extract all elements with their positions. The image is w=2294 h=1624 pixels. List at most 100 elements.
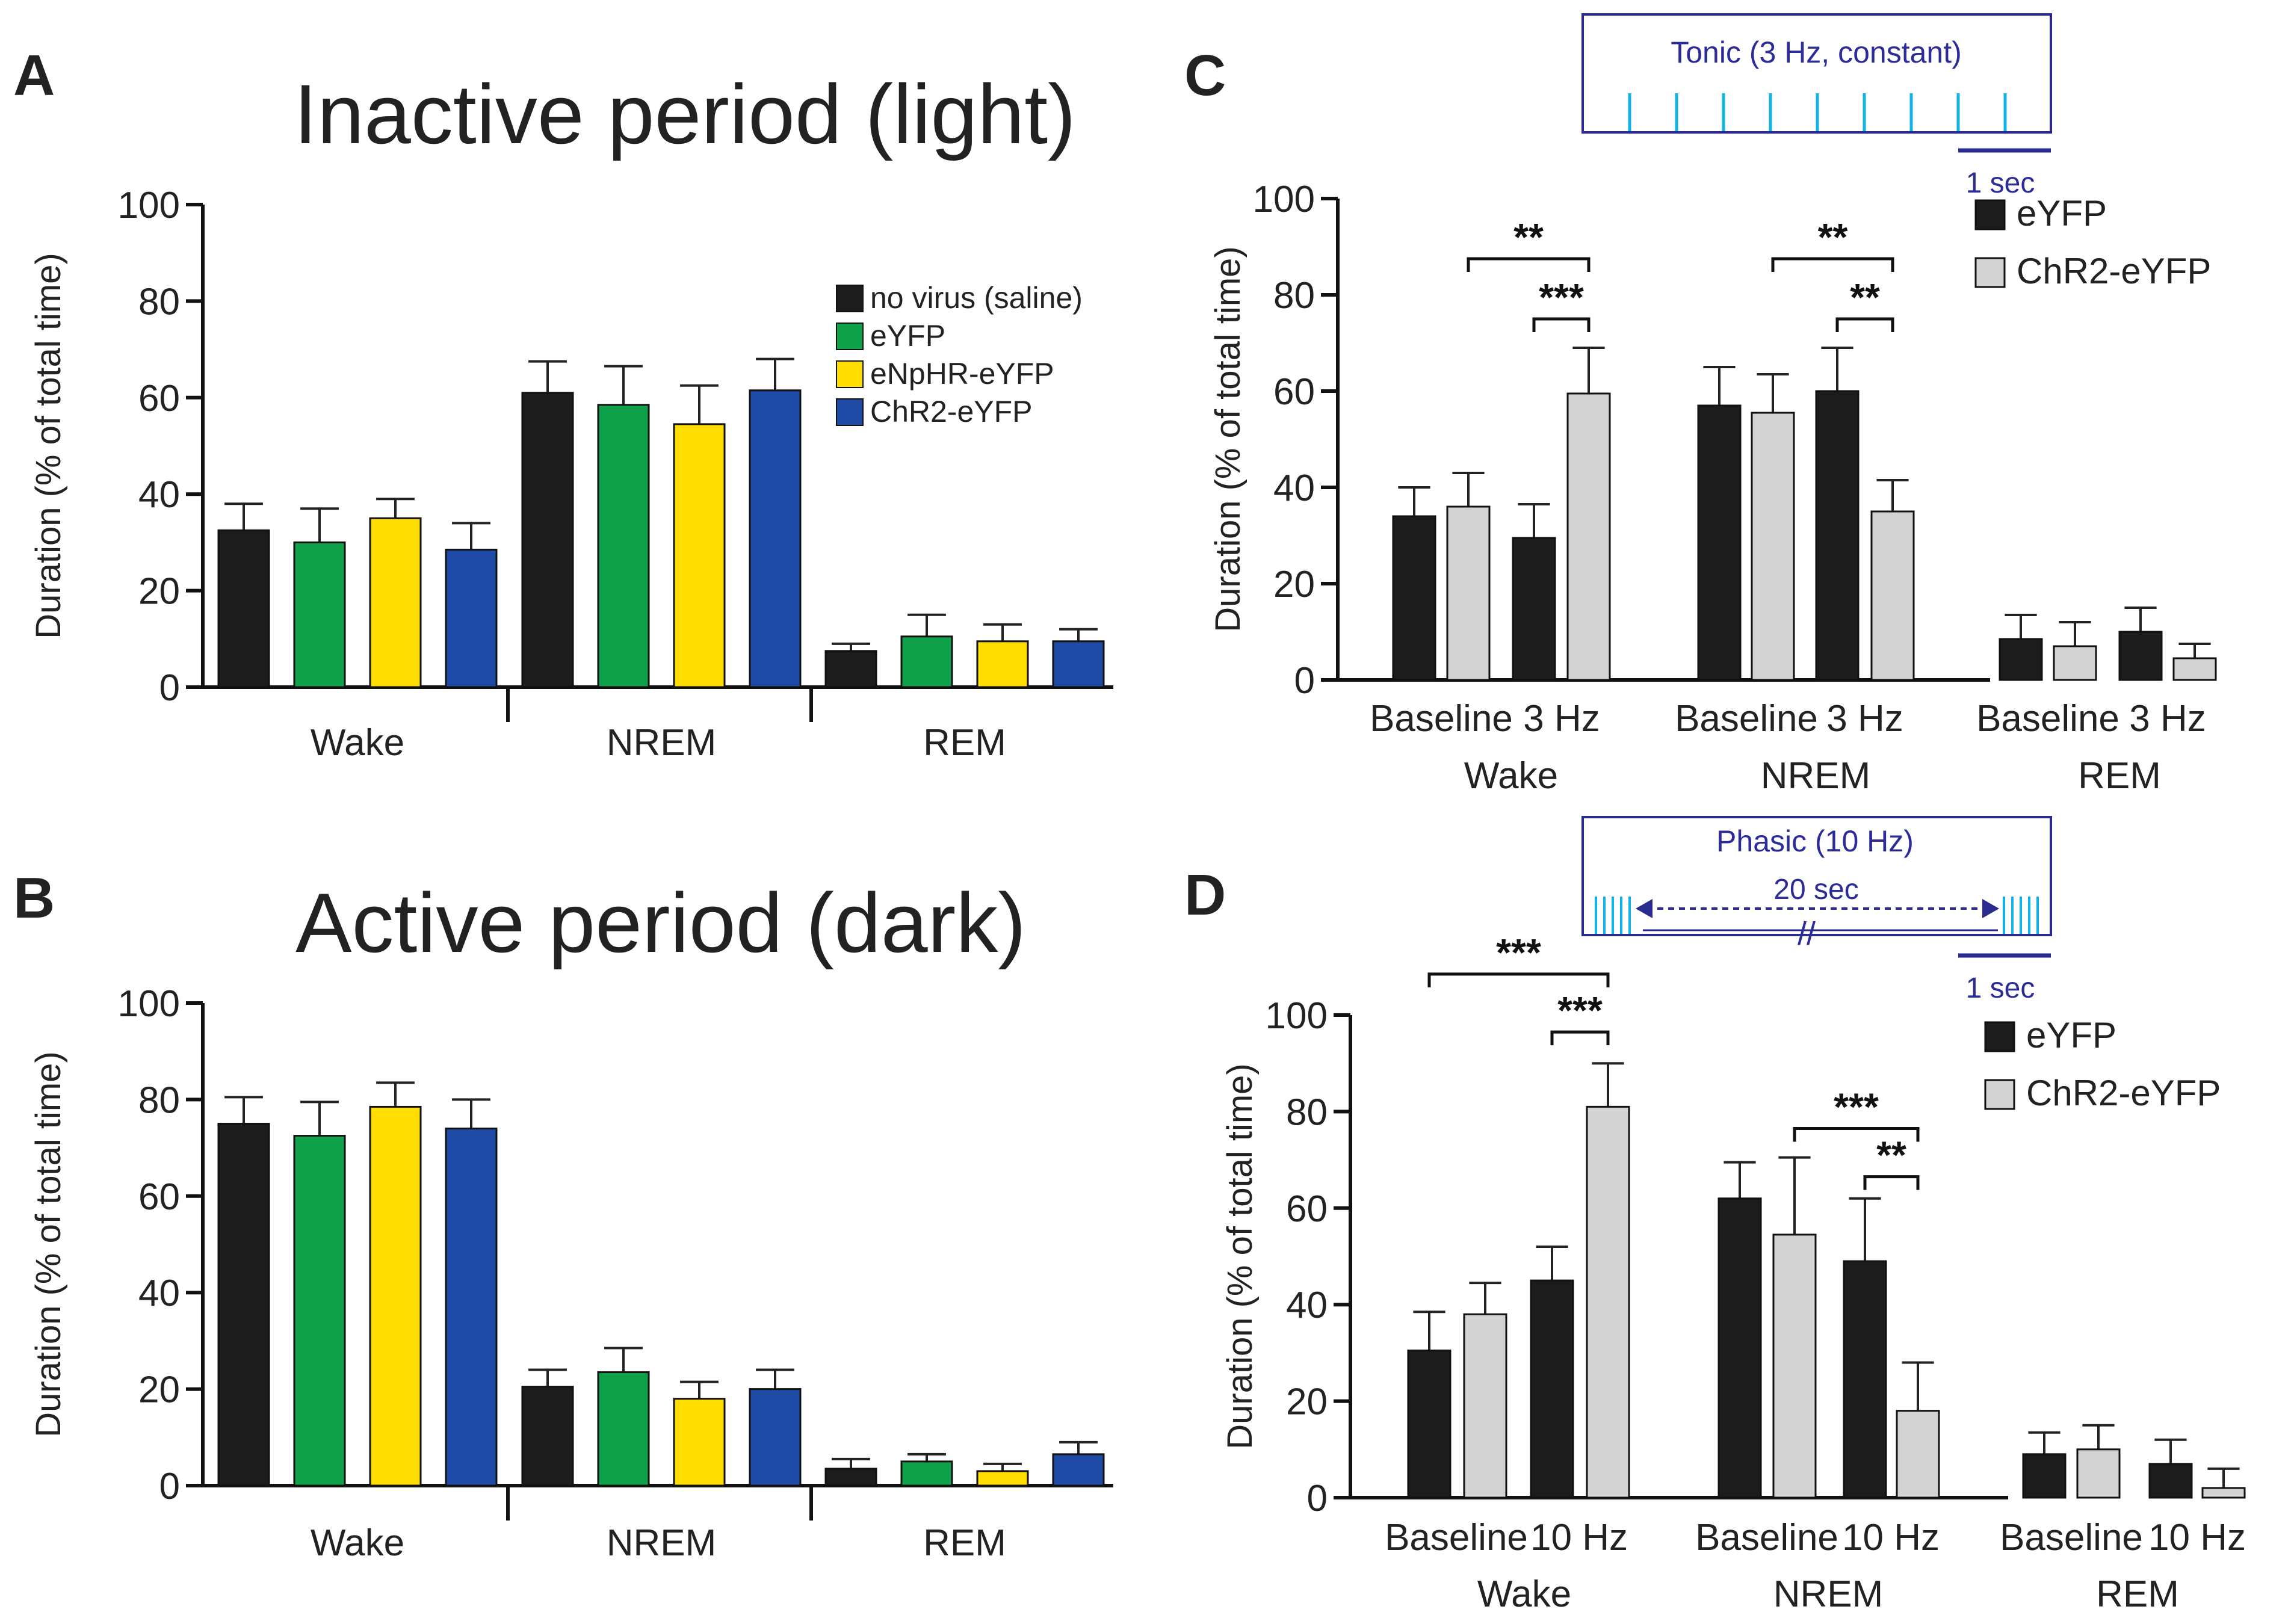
group-label: REM [923, 722, 1006, 764]
group-label: Wake [1477, 1573, 1571, 1615]
bar-rem-2 [976, 1470, 1029, 1487]
y-tick-label: 20 [138, 1369, 180, 1411]
bar-wake-stim-0 [1530, 1279, 1574, 1499]
bracket-line [1532, 317, 1591, 332]
group-label: REM [923, 1522, 1006, 1564]
y-tick-label: 60 [1286, 1188, 1328, 1230]
group-label: NREM [1761, 755, 1871, 797]
tonic-protocol-diagram: Tonic (3 Hz, constant) 1 sec [1581, 13, 2052, 199]
significance-bracket: ** [1863, 1134, 1920, 1190]
legend-label: eYFP [2017, 193, 2107, 233]
group-label: NREM [1773, 1573, 1884, 1615]
y-tick-label: 100 [1266, 995, 1328, 1037]
significance-stars: ** [1818, 215, 1848, 259]
legend-swatch [1974, 257, 2006, 288]
panel-B: 0 20 40 60 80 100 Duration (% of total time) B A… [13, 866, 1113, 1564]
y-tick-label: 20 [1286, 1382, 1328, 1423]
legend-swatch [836, 323, 864, 350]
protocol-title: Tonic (3 Hz, constant) [1671, 36, 1962, 69]
y-tick-label: 100 [118, 983, 180, 1025]
condition-label: 10 Hz [1842, 1517, 1940, 1558]
bar-nrem-baseline-1 [1772, 1233, 1817, 1499]
y-tick-label: 20 [1273, 564, 1315, 605]
y-tick-label: 40 [1286, 1285, 1328, 1326]
condition-label: 10 Hz [2148, 1517, 2246, 1558]
significance-bracket: *** [1427, 931, 1610, 987]
bar-nrem-stim-0 [1843, 1260, 1887, 1499]
bar-wake-stim-1 [1586, 1105, 1630, 1499]
bar-wake-2 [369, 517, 422, 688]
legend-swatch [1984, 1079, 2015, 1110]
significance-stars: *** [1834, 1085, 1879, 1128]
phasic-protocol-diagram: Phasic (10 Hz) 20 sec // 1 sec [1581, 816, 2052, 1004]
bar-wake-0 [217, 1123, 270, 1487]
bar-rem-baseline-0 [1999, 638, 2043, 681]
bar-rem-1 [900, 1460, 953, 1487]
chart-title: Active period (dark) [295, 875, 1026, 970]
y-axis-label: Duration (% of total time) [29, 253, 68, 638]
bar-wake-3 [445, 1128, 498, 1487]
y-tick-label: 60 [138, 1176, 180, 1218]
legend: eYFP ChR2-eYFP [1984, 1015, 2221, 1113]
bar-wake-1 [293, 1135, 346, 1487]
y-tick-label: 0 [159, 1466, 180, 1507]
panel-label: B [13, 866, 55, 930]
bracket-line [1793, 1126, 1920, 1142]
bar-rem-0 [824, 650, 877, 688]
y-tick-label: 40 [1273, 468, 1315, 509]
condition-label: Baseline [1675, 698, 1818, 739]
legend-swatch [1974, 199, 2006, 230]
group-label: Wake [1464, 755, 1558, 797]
bar-rem-2 [976, 640, 1029, 688]
group-label: REM [2078, 755, 2161, 797]
axis-break-mark: // [1798, 916, 1816, 952]
bar-wake-baseline-0 [1392, 515, 1436, 681]
y-axis-label: Duration (% of total time) [1208, 246, 1247, 632]
condition-label: 3 Hz [1523, 698, 1600, 739]
significance-bracket: *** [1793, 1085, 1920, 1142]
bar-wake-baseline-0 [1407, 1349, 1452, 1499]
condition-label: Baseline [1385, 1517, 1528, 1558]
bar-rem-baseline-0 [2022, 1453, 2067, 1499]
bracket-line [1771, 257, 1894, 272]
group-label: Wake [311, 722, 404, 764]
condition-label: Baseline [1370, 698, 1513, 739]
significance-stars: ** [1850, 276, 1880, 319]
y-tick-label: 0 [1307, 1478, 1328, 1519]
bar-nrem-3 [749, 1388, 802, 1487]
bracket-line [1467, 257, 1591, 272]
bar-rem-stim-1 [2201, 1487, 2246, 1499]
group-label: NREM [607, 722, 717, 764]
bar-wake-0 [217, 529, 270, 688]
significance-bracket: ** [1467, 215, 1591, 272]
legend-label: ChR2-eYFP [870, 395, 1033, 428]
group-label: NREM [607, 1522, 717, 1564]
bar-rem-1 [900, 635, 953, 688]
bar-nrem-baseline-0 [1697, 404, 1742, 681]
y-tick-label: 20 [138, 571, 180, 613]
y-tick-label: 0 [159, 667, 180, 709]
panel-label: A [13, 43, 55, 108]
bracket-line [1550, 1030, 1610, 1046]
legend-label: ChR2-eYFP [2026, 1073, 2221, 1113]
group-label: Wake [311, 1522, 404, 1564]
legend-label: eNpHR-eYFP [870, 357, 1054, 391]
legend-label: eYFP [870, 319, 945, 353]
bracket-line [1863, 1175, 1920, 1190]
y-tick-label: 40 [138, 1273, 180, 1314]
bar-nrem-stim-1 [1896, 1410, 1940, 1499]
bar-nrem-stim-0 [1815, 390, 1860, 681]
panel-label: C [1184, 43, 1226, 108]
bar-nrem-1 [597, 404, 650, 688]
group-label: REM [2096, 1573, 2179, 1615]
legend-swatch [836, 285, 864, 312]
bar-wake-2 [369, 1105, 422, 1487]
bar-rem-baseline-1 [2076, 1448, 2121, 1499]
bar-nrem-2 [673, 1398, 726, 1487]
y-tick-label: 40 [138, 474, 180, 516]
bar-wake-baseline-1 [1446, 505, 1491, 681]
scale-bar-label: 1 sec [1966, 167, 2035, 199]
